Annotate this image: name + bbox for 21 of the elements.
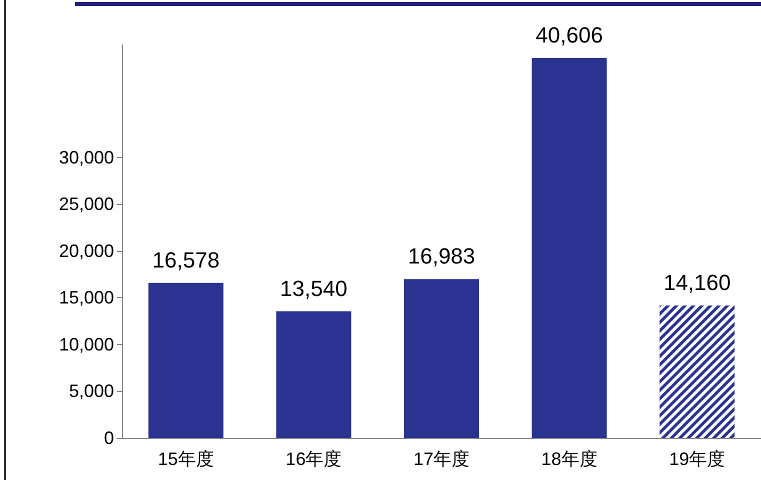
bar — [532, 58, 607, 438]
data-label: 40,606 — [536, 22, 603, 48]
x-tick-label: 16年度 — [286, 449, 342, 469]
bar — [404, 279, 479, 438]
data-label: 16,578 — [152, 247, 220, 272]
x-tick-label: 18年度 — [541, 449, 598, 469]
y-tick-label: 10,000 — [58, 334, 114, 354]
x-tick-label: 17年度 — [413, 449, 470, 469]
data-label: 13,540 — [280, 276, 348, 301]
y-tick-label: 15,000 — [58, 288, 114, 308]
y-tick-label: 20,000 — [58, 240, 114, 261]
y-tick-label: 5,000 — [68, 381, 114, 402]
y-tick-label: 30,000 — [58, 147, 114, 168]
data-label: 14,160 — [663, 270, 731, 296]
bar — [276, 311, 352, 438]
x-tick-label: 19年度 — [669, 449, 726, 469]
y-tick-label: 0 — [104, 428, 114, 448]
y-tick-label: 25,000 — [58, 194, 114, 214]
x-tick-label: 15年度 — [158, 449, 214, 469]
bar — [148, 282, 224, 438]
data-label: 16,983 — [408, 244, 476, 269]
